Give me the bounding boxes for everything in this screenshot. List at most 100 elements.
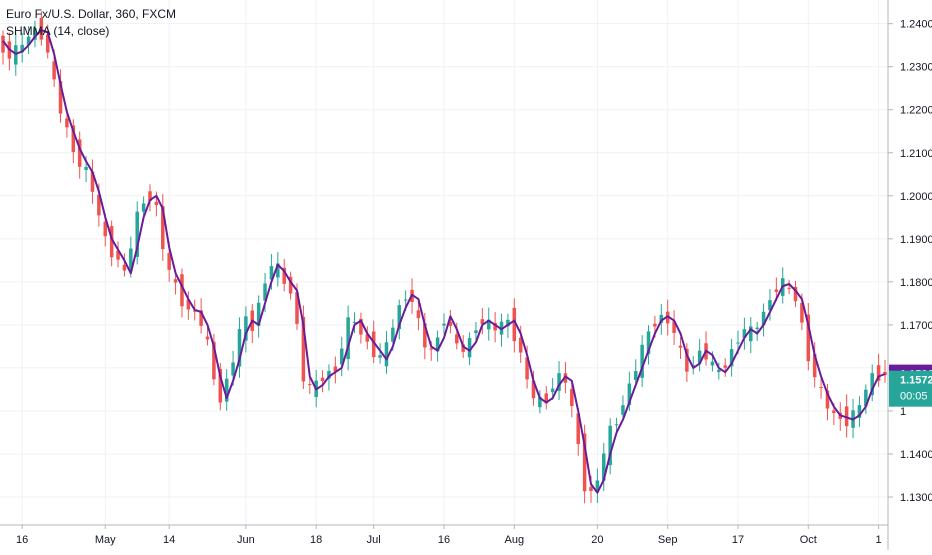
candle xyxy=(717,362,721,380)
candle xyxy=(602,442,606,491)
candle xyxy=(608,418,612,475)
candle-body xyxy=(832,410,836,414)
candle-body xyxy=(58,81,63,114)
y-tick-label: 1.22000 xyxy=(900,105,932,117)
candle-body xyxy=(844,406,849,427)
candle xyxy=(857,396,862,427)
candle-body xyxy=(787,287,791,289)
candle xyxy=(135,201,139,265)
candle-body xyxy=(352,321,357,323)
candle xyxy=(339,336,344,377)
candle xyxy=(793,280,798,308)
candle-body xyxy=(812,353,817,378)
candle-body xyxy=(640,344,644,378)
candle-body xyxy=(116,250,120,260)
candle-body xyxy=(186,299,191,310)
last-price-label: 1.15727 xyxy=(900,375,932,387)
x-tick-label: Sep xyxy=(658,534,678,546)
candle-body xyxy=(774,289,779,292)
candle xyxy=(819,376,823,399)
y-tick-label: 1.21000 xyxy=(900,148,932,160)
candle-body xyxy=(77,139,82,167)
candle xyxy=(467,332,472,365)
indicator-label[interactable]: SHMMA (14, close) xyxy=(6,24,110,38)
candle-body xyxy=(486,319,491,330)
candle-body xyxy=(793,286,798,302)
candle xyxy=(224,369,229,411)
candle-body xyxy=(65,118,69,128)
x-tick-label: Oct xyxy=(800,534,817,546)
candle xyxy=(844,394,849,438)
candle-body xyxy=(589,487,593,491)
candle-body xyxy=(595,480,600,492)
candle xyxy=(346,305,350,371)
shmma-line xyxy=(2,29,886,494)
y-tick-label: 1.14000 xyxy=(900,449,932,461)
candle-body xyxy=(883,371,887,376)
candle-body xyxy=(378,355,382,358)
candle-body xyxy=(525,357,529,380)
candle xyxy=(359,312,363,344)
candle xyxy=(199,298,203,334)
candle-body xyxy=(749,326,753,342)
candle-body xyxy=(141,203,146,212)
candle-body xyxy=(806,314,811,362)
candle xyxy=(761,303,766,337)
candle-body xyxy=(263,283,267,301)
candle xyxy=(26,26,31,55)
candle-body xyxy=(627,383,632,406)
candle xyxy=(237,317,242,378)
symbol-title[interactable]: Euro Fx/U.S. Dollar, 360, FXCM xyxy=(6,7,177,21)
y-tick-label: 1.13000 xyxy=(900,492,932,504)
x-tick-label: 17 xyxy=(732,534,744,546)
candle xyxy=(288,271,293,300)
candle-body xyxy=(173,279,178,283)
last-price-badge xyxy=(889,370,932,407)
candle xyxy=(33,20,37,48)
candle-body xyxy=(365,334,370,342)
candle-body xyxy=(301,316,306,382)
candle-body xyxy=(148,191,152,202)
candle-body xyxy=(755,327,759,330)
candle xyxy=(685,343,689,382)
candle xyxy=(301,305,306,390)
candle-body xyxy=(416,310,421,319)
candle xyxy=(672,310,676,345)
candle xyxy=(480,308,485,335)
candle xyxy=(493,311,497,343)
y-tick-label: 1.17000 xyxy=(900,320,932,332)
candle-body xyxy=(20,44,24,53)
candle-body xyxy=(761,311,766,326)
candle-body xyxy=(685,348,689,372)
candle-body xyxy=(180,274,184,307)
x-tick-label: 1 xyxy=(876,534,882,546)
candle-body xyxy=(97,194,101,216)
candle xyxy=(122,253,127,277)
candle-body xyxy=(646,331,651,355)
candle-body xyxy=(864,389,868,407)
candle-body xyxy=(742,329,747,338)
candle xyxy=(755,321,759,341)
candle xyxy=(39,11,44,46)
candle-body xyxy=(269,266,274,280)
candle-body xyxy=(448,321,453,326)
candle xyxy=(570,380,574,418)
candle-body xyxy=(288,276,293,294)
candle-body xyxy=(327,370,331,379)
candle-body xyxy=(403,299,408,301)
chart-legend[interactable]: Euro Fx/U.S. Dollar, 360, FXCM SHMMA (14… xyxy=(6,6,176,40)
candle-body xyxy=(538,396,542,408)
candle xyxy=(416,298,421,331)
candle-body xyxy=(199,310,203,326)
candle xyxy=(678,337,683,360)
candle-body xyxy=(397,305,402,330)
candle xyxy=(621,395,625,421)
candle xyxy=(218,362,223,411)
candle xyxy=(45,24,50,59)
candle xyxy=(544,385,549,410)
candle xyxy=(614,417,619,433)
candle-body xyxy=(244,316,248,341)
